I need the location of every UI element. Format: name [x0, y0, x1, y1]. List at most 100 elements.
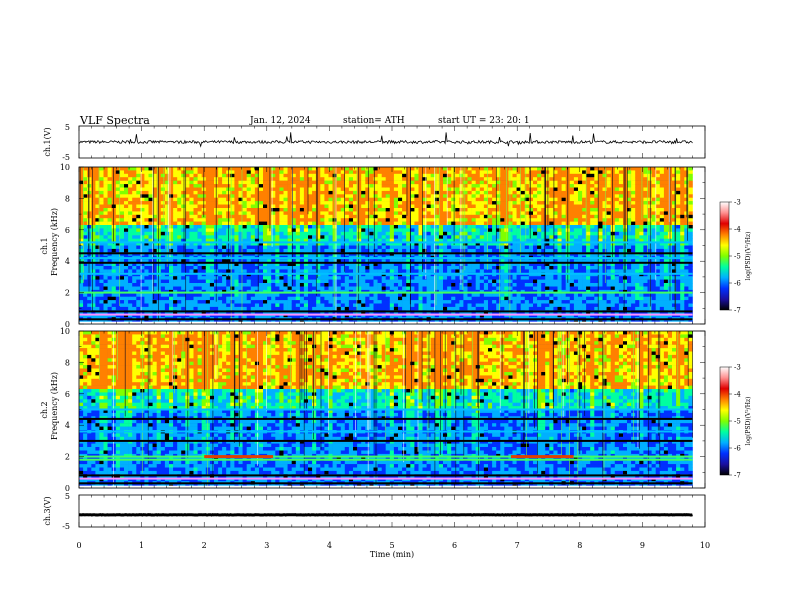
- spectrogram-cell: [79, 262, 84, 267]
- spectrogram-cell: [451, 259, 456, 263]
- spectrogram-cell: [357, 296, 362, 301]
- spectrogram-cell: [222, 201, 227, 205]
- spectrogram-cell: [479, 184, 485, 188]
- spectrogram-cell: [316, 221, 321, 226]
- spectrogram-cell: [275, 296, 280, 301]
- spectrogram-cell: [238, 262, 243, 267]
- spectrogram-cell: [447, 313, 452, 318]
- spectrogram-cell: [488, 300, 493, 304]
- spectrogram-cell: [316, 214, 321, 219]
- spectrogram-cell: [91, 167, 96, 171]
- spectrogram-cell: [83, 245, 88, 250]
- spectrogram-cell: [508, 214, 513, 219]
- spectrogram-cell: [193, 218, 198, 222]
- spectrogram-cell: [508, 204, 513, 209]
- spectrogram-cell: [181, 279, 186, 284]
- spectrogram-cell: [303, 286, 309, 291]
- spectrogram-cell: [320, 194, 325, 198]
- spectrogram-cell: [336, 180, 342, 185]
- spectrogram-cell: [144, 276, 149, 280]
- spectrogram-cell: [500, 218, 505, 222]
- spectrogram-cell: [193, 231, 198, 236]
- spectrogram-cell: [164, 286, 170, 291]
- spectrogram-cell: [344, 204, 350, 209]
- spectrogram-cell: [107, 218, 112, 222]
- spectrogram-cell: [291, 283, 297, 287]
- spectrogram-cell: [152, 296, 157, 301]
- spectrogram-cell: [381, 214, 387, 219]
- spectrogram-cell: [140, 228, 145, 233]
- spectrogram-cell: [132, 266, 137, 270]
- spectrogram-cell: [124, 266, 129, 270]
- spectrogram-cell: [381, 238, 387, 243]
- spectrogram-cell: [87, 208, 92, 212]
- spectrogram-cell: [246, 262, 252, 267]
- spectrogram-cell: [398, 221, 403, 226]
- spectrogram-cell: [169, 313, 174, 318]
- spectrogram-cell: [320, 180, 325, 185]
- spectrogram-cell: [414, 177, 419, 181]
- spectrogram-cell: [336, 235, 342, 239]
- spectrogram-cell: [287, 269, 292, 274]
- spectrogram-cell: [475, 313, 481, 318]
- spectrogram-cell: [181, 170, 186, 175]
- spectrogram-cell: [201, 262, 207, 267]
- spectrogram-cell: [283, 276, 288, 280]
- spectrogram-cell: [488, 238, 493, 243]
- spectrogram-cell: [230, 211, 235, 216]
- spectrogram-cell: [381, 218, 387, 222]
- spectrogram-cell: [254, 296, 260, 301]
- spectrogram-cell: [316, 231, 321, 236]
- spectrogram-cell: [393, 276, 399, 280]
- spectrogram-cell: [144, 190, 149, 195]
- spectrogram-cell: [144, 208, 149, 212]
- spectrogram-cell: [193, 208, 198, 212]
- spectrogram-cell: [467, 248, 472, 253]
- spectrogram-cell: [291, 276, 297, 280]
- spectrogram-cell: [369, 228, 374, 233]
- spectrogram-cell: [361, 296, 366, 301]
- spectrogram-cell: [414, 313, 419, 318]
- spectrogram-cell: [238, 306, 243, 311]
- spectrogram-cell: [205, 238, 211, 243]
- spectrogram-cell: [496, 276, 501, 280]
- spectrogram-cell: [479, 242, 485, 246]
- spectrogram-cell: [185, 214, 190, 219]
- spectrogram-cell: [201, 242, 207, 246]
- spectrogram-cell: [479, 228, 485, 233]
- spectrogram-cell: [136, 204, 141, 209]
- spectrogram-cell: [312, 218, 317, 222]
- spectrogram-cell: [381, 225, 387, 229]
- spectrogram-cell: [438, 296, 444, 301]
- spectrogram-cell: [385, 194, 391, 198]
- spectrogram-cell: [418, 296, 423, 301]
- spectrogram-cell: [197, 187, 202, 192]
- spectrogram-cell: [259, 231, 264, 236]
- spectrogram-cell: [496, 221, 501, 226]
- spectrogram-cell: [463, 286, 468, 291]
- spectrogram-cell: [463, 238, 468, 243]
- spectrogram-cell: [483, 231, 489, 236]
- spectrogram-cell: [365, 201, 370, 205]
- spectrogram-cell: [144, 245, 149, 250]
- spectrogram-cell: [95, 262, 100, 267]
- spectrogram-cell: [479, 180, 485, 185]
- spectrogram-cell: [361, 197, 366, 202]
- spectrogram-cell: [275, 279, 280, 284]
- spectrogram-cell: [488, 262, 493, 267]
- spectrogram-cell: [103, 218, 108, 222]
- spectrogram-cell: [201, 306, 207, 311]
- spectrogram-cell: [103, 306, 108, 311]
- spectrogram-cell: [471, 242, 476, 246]
- spectrogram-cell: [353, 235, 358, 239]
- spectrogram-cell: [320, 167, 325, 171]
- spectrogram-cell: [340, 194, 346, 198]
- spectrogram-cell: [246, 190, 252, 195]
- spectrogram-cell: [250, 303, 256, 308]
- spectrogram-cell: [389, 228, 395, 233]
- spectrogram-cell: [373, 225, 378, 229]
- spectrogram-cell: [152, 187, 157, 192]
- spectrogram-cell: [87, 225, 92, 229]
- spectrogram-cell: [500, 306, 505, 311]
- spectrogram-cell: [140, 300, 145, 304]
